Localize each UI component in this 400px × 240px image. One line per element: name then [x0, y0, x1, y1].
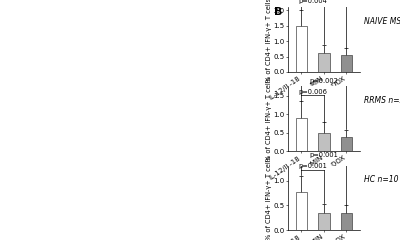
Text: B: B	[274, 7, 282, 17]
Bar	[318, 133, 330, 151]
Bar	[341, 213, 352, 230]
Text: p=0.004: p=0.004	[298, 0, 327, 4]
Bar	[341, 137, 352, 151]
Y-axis label: % of CD4+ IFN-γ+ T cells: % of CD4+ IFN-γ+ T cells	[266, 77, 272, 161]
Bar	[341, 55, 352, 72]
Y-axis label: % of CD4+ IFN-γ+ T cells: % of CD4+ IFN-γ+ T cells	[266, 156, 272, 240]
Y-axis label: % of CD4+ IFN-γ+ T cells: % of CD4+ IFN-γ+ T cells	[266, 0, 272, 82]
Text: p=0.001: p=0.001	[310, 152, 338, 158]
Text: HC n=10: HC n=10	[364, 175, 398, 184]
Bar	[296, 192, 307, 230]
Text: p=0.002: p=0.002	[310, 78, 338, 84]
Bar	[318, 213, 330, 230]
Bar	[318, 54, 330, 72]
Text: p=0.006: p=0.006	[298, 89, 327, 95]
Bar	[296, 26, 307, 72]
Text: p=0.001: p=0.001	[298, 163, 327, 169]
Bar	[296, 118, 307, 151]
Text: RRMS n=20: RRMS n=20	[364, 96, 400, 105]
Text: NAIVE MS n=15: NAIVE MS n=15	[364, 17, 400, 26]
